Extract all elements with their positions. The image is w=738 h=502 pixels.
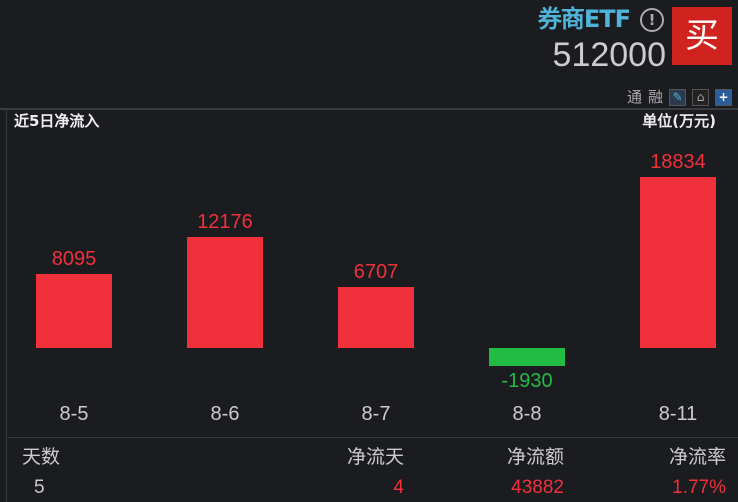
bar-8-6 [187, 237, 263, 348]
bar-8-5 [36, 274, 112, 348]
bell-icon[interactable]: ⌂ [692, 88, 709, 106]
bar-8-7 [338, 286, 414, 348]
net-days-value: 4 [393, 477, 404, 498]
net-amount-value: 43882 [511, 477, 564, 498]
rong-button[interactable]: 融 [647, 88, 663, 106]
x-tick-label: 8-6 [210, 403, 240, 425]
x-tick-label: 8-5 [59, 403, 89, 425]
bar-value-label: -1930 [501, 369, 553, 392]
net-rate-value: 1.77% [672, 477, 726, 498]
buy-button[interactable]: 买 [672, 7, 732, 65]
bar-value-label: 18834 [650, 150, 706, 173]
divider [6, 110, 7, 502]
days-value: 5 [34, 477, 45, 498]
plus-icon[interactable]: + [715, 88, 732, 106]
x-tick-label: 8-11 [658, 403, 698, 425]
bar-8-11 [640, 176, 716, 348]
net-amount-header: 净流额 [506, 447, 564, 468]
bar-value-label: 8095 [51, 248, 97, 271]
toolbar: 通 融 ✎ ⌂ + [627, 88, 732, 106]
tong-button[interactable]: 通 [626, 88, 642, 106]
x-tick-label: 8-8 [512, 403, 542, 425]
bar-value-label: 12176 [197, 211, 253, 234]
bar-8-8 [489, 348, 565, 366]
info-icon[interactable]: ! [640, 8, 664, 32]
fund-title: 券商ETF [537, 5, 631, 33]
net-rate-header: 净流率 [668, 447, 726, 468]
divider [8, 437, 738, 438]
net-days-header: 净流天 [346, 447, 404, 468]
days-header: 天数 [22, 447, 61, 468]
bar-value-label: 6707 [353, 260, 399, 283]
pencil-icon[interactable]: ✎ [669, 88, 686, 106]
panel-title: 近5日净流入 [14, 112, 100, 130]
divider [0, 108, 738, 110]
unit-label: 单位(万元) [642, 112, 716, 130]
x-tick-label: 8-7 [361, 403, 391, 425]
fund-code: 512000 [552, 36, 666, 74]
